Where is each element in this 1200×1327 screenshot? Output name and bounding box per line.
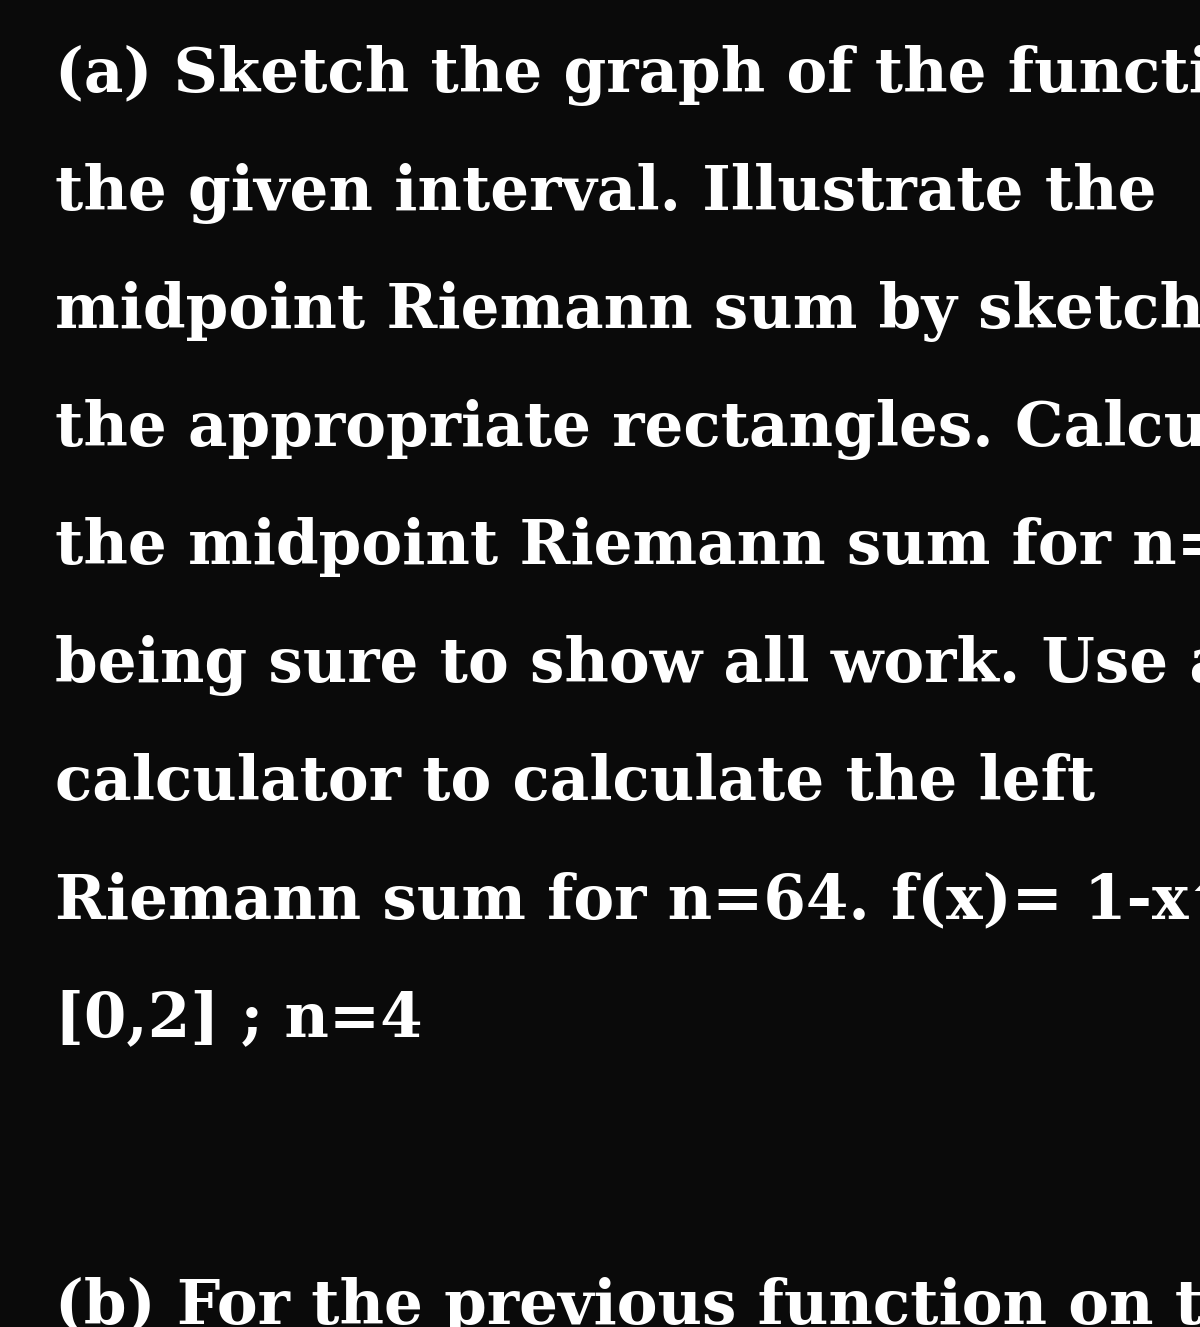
Text: being sure to show all work. Use a: being sure to show all work. Use a <box>55 636 1200 695</box>
Text: the given interval. Illustrate the: the given interval. Illustrate the <box>55 163 1157 224</box>
Text: [0,2] ; n=4: [0,2] ; n=4 <box>55 989 422 1050</box>
Text: (b) For the previous function on the: (b) For the previous function on the <box>55 1277 1200 1327</box>
Text: the appropriate rectangles. Calculate: the appropriate rectangles. Calculate <box>55 399 1200 460</box>
Text: (a) Sketch the graph of the function on: (a) Sketch the graph of the function on <box>55 45 1200 106</box>
Text: the midpoint Riemann sum for n=4,: the midpoint Riemann sum for n=4, <box>55 518 1200 577</box>
Text: Riemann sum for n=64. f(x)= 1-x^2 on: Riemann sum for n=64. f(x)= 1-x^2 on <box>55 871 1200 932</box>
Text: calculator to calculate the left: calculator to calculate the left <box>55 752 1096 813</box>
Text: midpoint Riemann sum by sketching: midpoint Riemann sum by sketching <box>55 281 1200 342</box>
